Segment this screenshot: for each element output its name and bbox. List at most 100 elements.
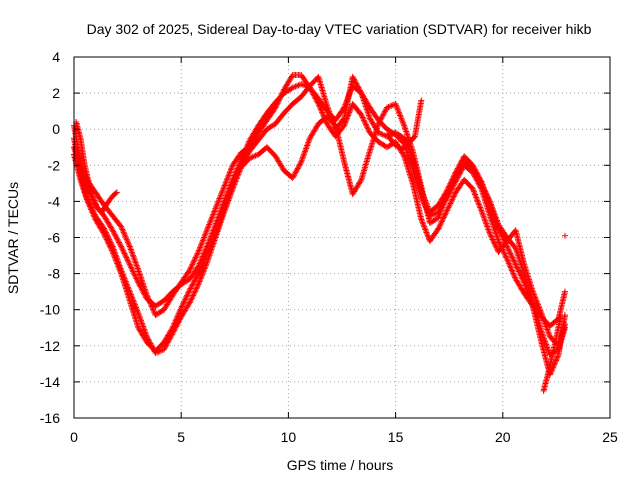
data-point bbox=[120, 249, 127, 256]
data-point bbox=[310, 91, 317, 98]
data-point bbox=[121, 232, 128, 239]
data-point bbox=[206, 243, 213, 250]
data-point bbox=[215, 198, 222, 205]
data-point bbox=[130, 268, 137, 275]
data-point bbox=[444, 207, 451, 214]
data-point bbox=[228, 184, 235, 191]
data-point bbox=[185, 289, 192, 296]
data-point bbox=[521, 281, 528, 288]
data-point bbox=[534, 301, 541, 308]
data-point bbox=[208, 215, 215, 222]
data-point bbox=[400, 121, 407, 128]
data-point bbox=[233, 171, 240, 178]
chart-title: Day 302 of 2025, Sidereal Day-to-day VTE… bbox=[87, 21, 592, 37]
data-point bbox=[104, 237, 111, 244]
data-point bbox=[419, 219, 426, 226]
data-point bbox=[125, 240, 132, 247]
data-point bbox=[504, 243, 511, 250]
data-point bbox=[200, 235, 207, 242]
data-point bbox=[135, 311, 142, 318]
data-point bbox=[440, 199, 447, 206]
data-point bbox=[317, 106, 324, 113]
data-point bbox=[138, 317, 144, 324]
data-point bbox=[184, 291, 191, 298]
data-point bbox=[197, 277, 204, 284]
data-point bbox=[192, 254, 199, 261]
data-point bbox=[114, 236, 121, 243]
data-point bbox=[451, 170, 458, 177]
data-point bbox=[357, 178, 364, 185]
data-point bbox=[229, 180, 236, 187]
data-point bbox=[290, 173, 297, 180]
data-point bbox=[210, 209, 217, 216]
data-point bbox=[224, 196, 231, 203]
data-point bbox=[521, 279, 528, 286]
data-point bbox=[225, 192, 232, 199]
data-point bbox=[295, 82, 302, 89]
data-point bbox=[199, 262, 206, 269]
data-point bbox=[171, 320, 178, 327]
data-point bbox=[234, 169, 241, 176]
data-point bbox=[212, 205, 219, 212]
data-point bbox=[407, 149, 414, 156]
data-point bbox=[188, 262, 195, 269]
data-point bbox=[376, 130, 383, 137]
data-point bbox=[277, 93, 284, 100]
data-point bbox=[561, 312, 568, 319]
data-point bbox=[490, 212, 497, 219]
data-point bbox=[308, 87, 315, 94]
data-point bbox=[213, 229, 220, 236]
data-point bbox=[503, 242, 510, 249]
data-point bbox=[206, 221, 213, 228]
data-point bbox=[112, 256, 119, 263]
data-point bbox=[221, 183, 228, 190]
data-point bbox=[385, 103, 392, 110]
data-point bbox=[217, 216, 224, 223]
data-point bbox=[544, 327, 551, 334]
data-point bbox=[543, 341, 550, 348]
data-point bbox=[330, 121, 337, 128]
data-point bbox=[116, 240, 123, 247]
data-point bbox=[472, 192, 479, 199]
data-point bbox=[207, 242, 214, 249]
data-point bbox=[404, 132, 411, 139]
data-point bbox=[199, 238, 206, 245]
data-point bbox=[83, 196, 90, 203]
data-point bbox=[106, 241, 113, 248]
data-point bbox=[513, 264, 520, 271]
data-point bbox=[113, 234, 120, 241]
data-point bbox=[127, 262, 134, 269]
data-point bbox=[401, 122, 408, 129]
data-point bbox=[394, 105, 401, 112]
data-point bbox=[172, 319, 179, 326]
data-point bbox=[216, 218, 223, 225]
y-tick-label: -6 bbox=[48, 230, 61, 246]
data-point bbox=[542, 340, 549, 347]
data-point bbox=[378, 131, 385, 138]
data-point bbox=[110, 250, 117, 257]
data-point bbox=[143, 292, 150, 299]
data-point bbox=[502, 251, 509, 258]
data-point bbox=[170, 321, 177, 328]
data-point bbox=[194, 250, 201, 257]
data-point bbox=[456, 161, 463, 168]
data-point bbox=[200, 259, 207, 266]
data-point bbox=[511, 244, 518, 251]
data-point bbox=[133, 262, 140, 269]
data-point bbox=[176, 309, 183, 316]
data-point bbox=[210, 235, 217, 242]
data-point bbox=[221, 205, 228, 212]
data-point bbox=[358, 90, 365, 97]
data-point bbox=[506, 261, 513, 268]
data-point bbox=[543, 343, 550, 350]
data-point bbox=[209, 212, 216, 219]
data-point bbox=[504, 244, 511, 251]
data-point bbox=[536, 304, 543, 311]
data-point bbox=[291, 84, 298, 91]
data-point bbox=[91, 198, 98, 205]
data-point bbox=[421, 223, 428, 230]
data-point bbox=[135, 266, 142, 273]
data-point bbox=[302, 148, 309, 155]
data-point bbox=[478, 207, 485, 214]
data-point bbox=[123, 254, 130, 261]
